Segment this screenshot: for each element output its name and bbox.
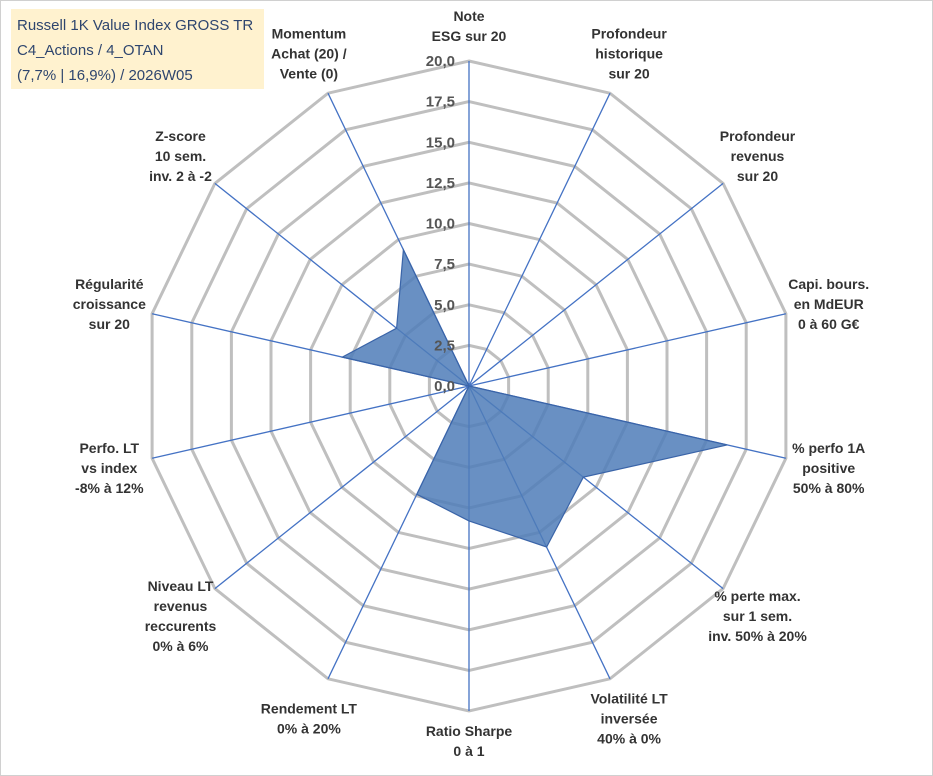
radial-tick-label: 12,5	[426, 175, 455, 192]
radial-tick-label: 0,0	[434, 378, 455, 395]
axis-label-12: Régularité croissance sur 20	[73, 276, 146, 332]
axis-label-9: Rendement LT 0% à 20%	[261, 701, 358, 737]
axis-label-7: Volatilité LT inversée 40% à 0%	[590, 691, 668, 747]
series-area-1	[340, 247, 728, 548]
radar-series	[340, 247, 728, 548]
axis-label-1: Note ESG sur 20	[432, 8, 507, 44]
axis-label-4: Capi. bours. en MdEUR 0 à 60 G€	[788, 276, 869, 332]
radial-tick-label: 7,5	[434, 256, 455, 273]
axis-spoke-2	[468, 92, 611, 387]
radial-tick-label: 5,0	[434, 297, 455, 314]
chart-title-box: Russell 1K Value Index GROSS TR C4_Actio…	[11, 9, 264, 89]
chart-title-line-1: Russell 1K Value Index GROSS TR	[17, 17, 254, 34]
axis-spoke-10	[214, 385, 470, 590]
axis-label-13: Z-score 10 sem. inv. 2 à -2	[149, 128, 212, 184]
chart-title-line-2: C4_Actions / 4_OTAN	[17, 42, 164, 59]
radial-tick-label: 10,0	[426, 216, 455, 233]
axis-label-11: Perfo. LT vs index -8% à 12%	[75, 440, 144, 496]
radial-tick-label: 17,5	[426, 94, 455, 111]
axis-label-10: Niveau LT revenus reccurents 0% à 6%	[145, 578, 217, 654]
axis-label-5: % perfo 1A positive 50% à 80%	[792, 440, 865, 496]
axis-label-6: % perte max. sur 1 sem. inv. 50% à 20%	[708, 588, 807, 644]
radial-tick-labels: 0,0 2,5 5,0 7,5 10,0 12,5 15,0 17,5 20,0	[426, 53, 455, 395]
radial-tick-label: 2,5	[434, 337, 455, 354]
axis-label-2: Profondeur historique sur 20	[591, 26, 667, 82]
axis-label-3: Profondeur revenus sur 20	[720, 128, 796, 184]
axis-label-8: Ratio Sharpe 0 à 1	[426, 723, 513, 759]
radial-tick-label: 20,0	[426, 53, 455, 70]
axis-labels: Note ESG sur 20 Profondeur historique sur 20…	[73, 8, 869, 759]
axis-spoke-4	[468, 313, 787, 387]
chart-title-line-3: (7,7% | 16,9%) / 2026W05	[17, 67, 193, 84]
axis-label-14: Momentum Achat (20) / Vente (0)	[271, 26, 347, 82]
axis-spoke-11	[151, 385, 470, 459]
axis-spoke-3	[468, 182, 724, 387]
radial-tick-label: 15,0	[426, 134, 455, 151]
